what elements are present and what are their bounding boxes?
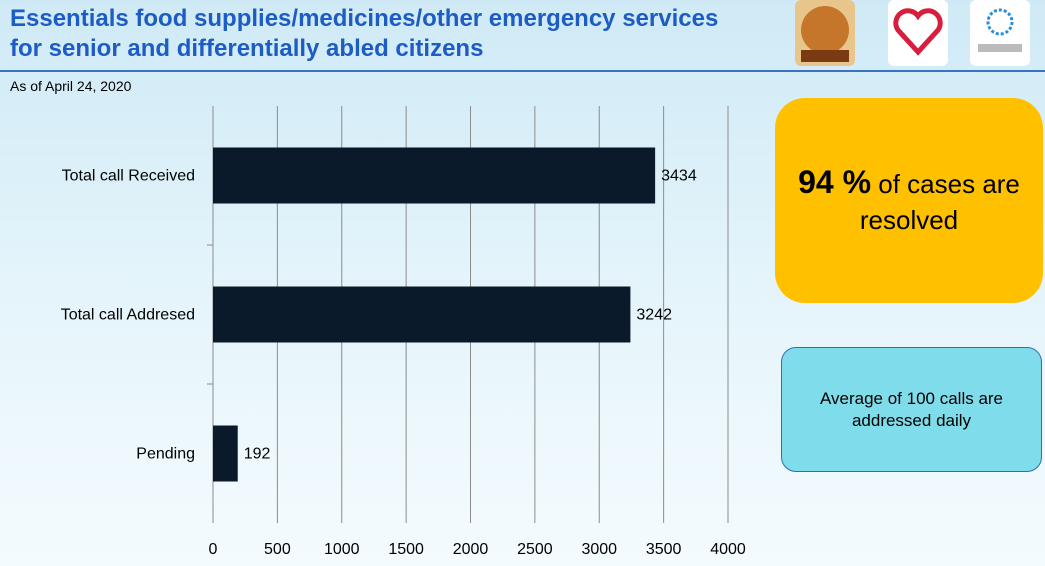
resolved-callout: 94 % of cases are resolved — [775, 98, 1043, 303]
x-tick-label: 2500 — [517, 541, 553, 558]
bar — [213, 425, 238, 482]
callout-text: 94 % of cases are resolved — [795, 164, 1023, 238]
value-label: 3242 — [636, 307, 672, 324]
x-tick-label: 500 — [264, 541, 291, 558]
subtitle: As of April 24, 2020 — [10, 78, 132, 94]
y-tick-label: Total call Addresed — [61, 307, 195, 324]
logo — [970, 0, 1030, 66]
title: Essentials food supplies/medicines/other… — [10, 5, 719, 62]
logo — [888, 0, 948, 66]
logo — [795, 0, 855, 66]
y-tick-label: Total call Received — [62, 168, 195, 185]
callout-text: Average of 100 calls are addressed daily — [819, 388, 1004, 430]
x-tick-label: 1000 — [324, 541, 360, 558]
y-tick-label: Pending — [136, 446, 195, 463]
x-tick-label: 3000 — [581, 541, 617, 558]
x-tick-label: 4000 — [710, 541, 746, 558]
x-tick-label: 2000 — [453, 541, 489, 558]
bar — [213, 286, 631, 343]
logo-art — [801, 6, 849, 62]
logo-art — [978, 8, 1022, 52]
logo-art — [893, 8, 943, 56]
value-label: 3434 — [661, 168, 697, 185]
callout-highlight: 94 % — [798, 163, 872, 200]
callout-body: of cases are resolved — [859, 168, 1020, 235]
bar — [213, 147, 656, 204]
x-tick-label: 3500 — [646, 541, 682, 558]
average-callout: Average of 100 calls are addressed daily — [781, 347, 1042, 472]
x-tick-label: 1500 — [388, 541, 424, 558]
title-rule — [0, 70, 1045, 72]
value-label: 192 — [244, 446, 271, 463]
x-tick-label: 0 — [209, 541, 218, 558]
